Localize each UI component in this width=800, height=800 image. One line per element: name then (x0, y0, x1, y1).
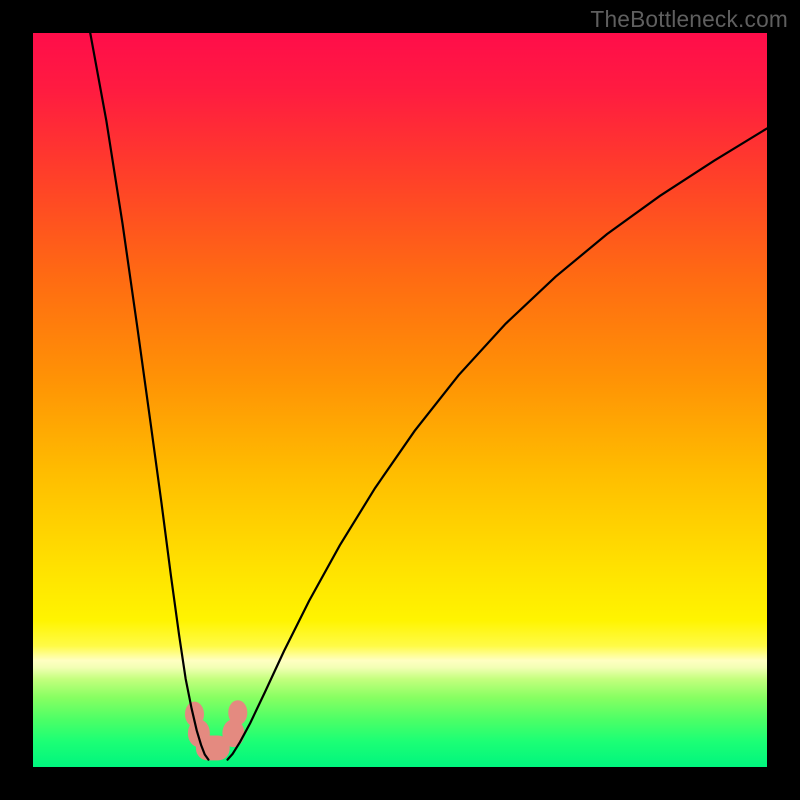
chart-stage: TheBottleneck.com (0, 0, 800, 800)
plot-background (33, 33, 767, 767)
bottleneck-chart (0, 0, 800, 800)
notch-marker (228, 700, 247, 725)
